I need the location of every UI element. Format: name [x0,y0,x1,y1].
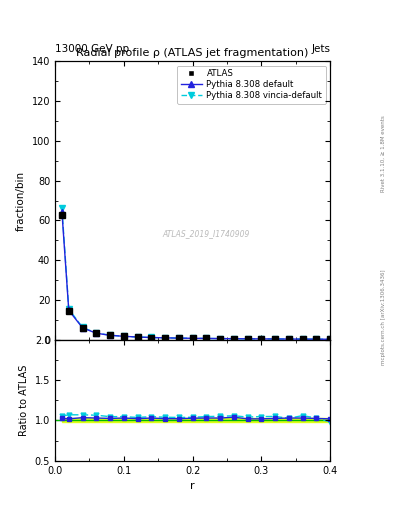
Text: Rivet 3.1.10, ≥ 1.8M events: Rivet 3.1.10, ≥ 1.8M events [381,115,386,192]
X-axis label: r: r [190,481,195,491]
Text: ATLAS_2019_I1740909: ATLAS_2019_I1740909 [163,229,250,239]
Title: Radial profile ρ (ATLAS jet fragmentation): Radial profile ρ (ATLAS jet fragmentatio… [76,48,309,58]
Y-axis label: Ratio to ATLAS: Ratio to ATLAS [19,365,29,436]
Legend: ATLAS, Pythia 8.308 default, Pythia 8.308 vincia-default: ATLAS, Pythia 8.308 default, Pythia 8.30… [177,66,326,104]
Y-axis label: fraction/bin: fraction/bin [16,170,26,231]
Text: 13000 GeV pp: 13000 GeV pp [55,44,129,54]
Text: mcplots.cern.ch [arXiv:1306.3436]: mcplots.cern.ch [arXiv:1306.3436] [381,270,386,365]
Text: Jets: Jets [311,44,330,54]
